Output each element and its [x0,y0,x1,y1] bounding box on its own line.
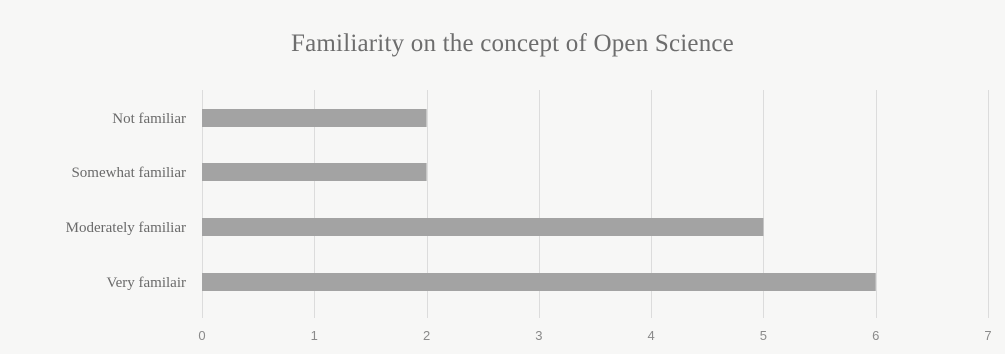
x-tick-label: 0 [198,328,205,343]
x-tick-label: 5 [760,328,767,343]
category-label: Somewhat familiar [71,165,186,181]
x-tick-label: 3 [535,328,542,343]
chart-title: Familiarity on the concept of Open Scien… [291,30,734,57]
x-tick-label: 7 [984,328,991,343]
x-tick-label: 2 [423,328,430,343]
bar-not-familiar [202,109,427,127]
bar-somewhat-familiar [202,163,427,181]
category-label: Not familiar [112,111,186,127]
x-tick-label: 4 [648,328,655,343]
x-tick-label: 1 [311,328,318,343]
bar-moderately-familiar [202,218,764,236]
bar-very-familair [202,273,876,291]
x-tick-label: 6 [872,328,879,343]
category-label: Moderately familiar [66,220,186,236]
category-label: Very familair [106,275,186,291]
